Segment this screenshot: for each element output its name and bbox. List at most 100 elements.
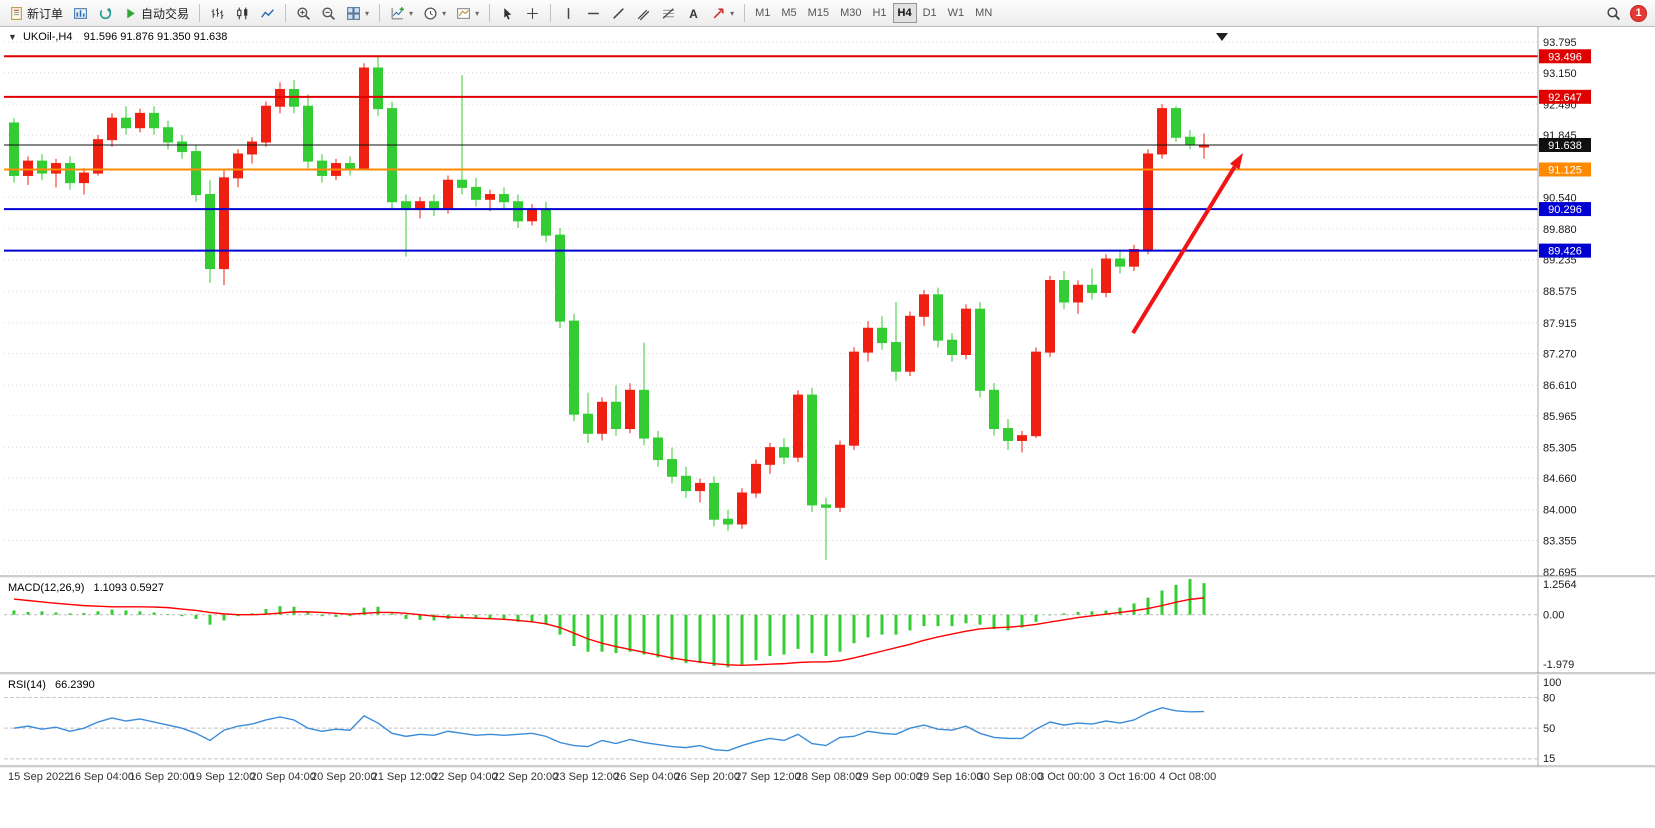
svg-text:87.270: 87.270 [1543,349,1577,361]
timeframe-group: M1 M5 M15 M30 H1 H4 D1 W1 MN [750,3,997,23]
svg-text:91.125: 91.125 [1548,164,1582,176]
zoom-in-button[interactable] [291,2,316,24]
template-chart-icon [456,6,471,21]
chart-background [0,27,1655,828]
zoom-out-button[interactable] [316,2,341,24]
vertical-line-icon [561,6,576,21]
svg-text:29 Sep 00:00: 29 Sep 00:00 [856,771,921,783]
svg-text:22 Sep 20:00: 22 Sep 20:00 [493,771,558,783]
dropdown-caret-icon: ▾ [475,8,480,18]
zoom-in-icon [296,6,311,21]
svg-text:20 Sep 04:00: 20 Sep 04:00 [250,771,315,783]
add-indicator-icon [390,6,405,21]
tile-windows-button[interactable]: ▾ [341,2,374,24]
timeframe-d1[interactable]: D1 [918,3,942,23]
trend-arrow-object[interactable] [1131,153,1243,335]
svg-text:93.795: 93.795 [1543,37,1577,49]
svg-text:85.965: 85.965 [1543,411,1577,423]
channel-tool-button[interactable] [631,2,656,24]
bar-chart-icon [210,6,225,21]
svg-text:29 Sep 16:00: 29 Sep 16:00 [917,771,982,783]
notification-badge[interactable]: 1 [1630,4,1647,22]
svg-text:1.2564: 1.2564 [1543,579,1577,591]
horizontal-level-lines[interactable] [4,55,1538,252]
svg-text:15 Sep 2022: 15 Sep 2022 [8,771,70,783]
svg-text:83.355: 83.355 [1543,535,1577,547]
timeframe-h4[interactable]: H4 [892,3,917,23]
channel-icon [636,6,651,21]
text-icon: A [686,6,701,21]
svg-text:21 Sep 12:00: 21 Sep 12:00 [372,771,437,783]
bar-chart-mode-button[interactable] [205,2,230,24]
chart-window-icon [73,6,88,21]
svg-text:84.000: 84.000 [1543,505,1577,517]
toolbar-separator [199,4,201,22]
svg-text:30 Sep 08:00: 30 Sep 08:00 [978,771,1043,783]
text-tool-button[interactable]: A [681,2,706,24]
svg-text:50: 50 [1543,723,1555,735]
timeframe-w1[interactable]: W1 [943,3,970,23]
candlestick-icon [235,6,250,21]
arrow-object-icon [711,6,726,21]
crosshair-button[interactable] [520,2,545,24]
svg-text:88.575: 88.575 [1543,286,1577,298]
line-chart-mode-button[interactable] [255,2,280,24]
refresh-button[interactable] [93,2,118,24]
price-axis-tags: 93.496 92.647 91.638 91.125 90.296 89.426 [1539,49,1591,258]
timeframe-h1[interactable]: H1 [867,3,891,23]
toolbar-separator [489,4,491,22]
new-order-icon [9,6,24,21]
svg-text:A: A [689,7,698,20]
dropdown-caret-icon: ▾ [730,8,735,18]
svg-text:84.660: 84.660 [1543,473,1577,485]
autotrading-button[interactable]: 自动交易 [118,2,194,24]
new-order-button[interactable]: 新订单 [4,2,68,24]
zoom-out-icon [321,6,336,21]
chart-area: 1.2564 0.00 -1.979 100 80 50 15 93.795 93.150 9… [0,27,1655,828]
chart-shift-marker[interactable] [1216,33,1228,41]
svg-text:19 Sep 12:00: 19 Sep 12:00 [190,771,255,783]
svg-text:91.638: 91.638 [1548,140,1582,152]
charts-button[interactable] [68,2,93,24]
svg-text:27 Sep 12:00: 27 Sep 12:00 [735,771,800,783]
arrows-tool-button[interactable]: ▾ [706,2,739,24]
svg-text:0.00: 0.00 [1543,610,1564,622]
svg-text:16 Sep 04:00: 16 Sep 04:00 [69,771,134,783]
timeframe-mn[interactable]: MN [970,3,997,23]
svg-text:85.305: 85.305 [1543,442,1577,454]
svg-text:15: 15 [1543,753,1555,765]
timeframe-m5[interactable]: M5 [776,3,801,23]
rsi-panel: 100 80 50 15 [4,677,1561,765]
refresh-icon [98,6,113,21]
svg-text:93.150: 93.150 [1543,68,1577,80]
svg-text:86.610: 86.610 [1543,380,1577,392]
candle-chart-mode-button[interactable] [230,2,255,24]
cursor-button[interactable] [495,2,520,24]
trendline-tool-button[interactable] [606,2,631,24]
horizontal-line-icon [586,6,601,21]
vertical-line-tool-button[interactable] [556,2,581,24]
timeframe-m30[interactable]: M30 [835,3,866,23]
new-order-label: 新订单 [27,6,64,21]
timeframe-m1[interactable]: M1 [750,3,775,23]
panel-dividers[interactable] [0,575,1655,768]
svg-text:93.496: 93.496 [1548,51,1582,63]
dropdown-caret-icon: ▾ [442,8,447,18]
search-button[interactable] [1601,2,1626,24]
svg-text:26 Sep 20:00: 26 Sep 20:00 [675,771,740,783]
toolbar-separator [744,4,746,22]
macd-panel: 1.2564 0.00 -1.979 [4,579,1577,671]
svg-text:3 Oct 16:00: 3 Oct 16:00 [1099,771,1156,783]
svg-text:23 Sep 12:00: 23 Sep 12:00 [553,771,618,783]
templates-button[interactable]: ▾ [451,2,484,24]
horizontal-line-tool-button[interactable] [581,2,606,24]
svg-text:20 Sep 20:00: 20 Sep 20:00 [311,771,376,783]
fibonacci-tool-button[interactable] [656,2,681,24]
indicators-button[interactable]: ▾ [385,2,418,24]
timeframe-m15[interactable]: M15 [803,3,834,23]
periods-button[interactable]: ▾ [418,2,451,24]
crosshair-icon [525,6,540,21]
